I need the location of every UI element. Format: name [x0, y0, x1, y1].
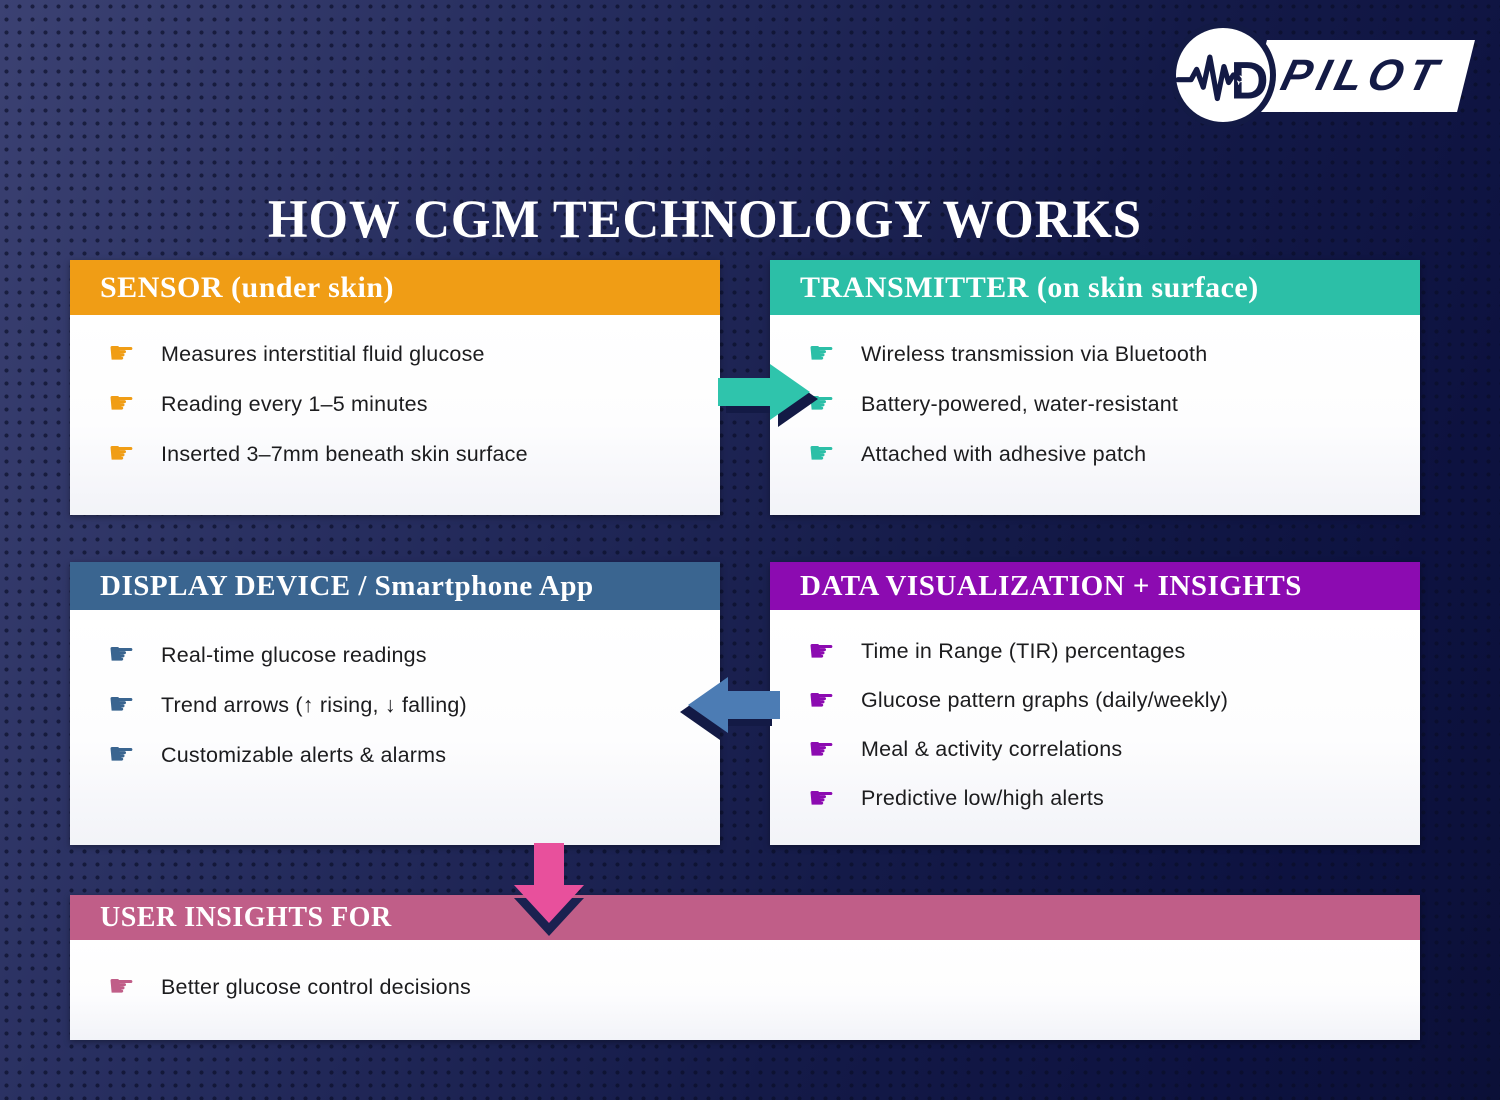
pointing-hand-icon: ☛	[108, 737, 135, 772]
card-sensor-header: SENSOR (under skin)	[70, 260, 720, 315]
list-item-label: Trend arrows (↑ rising, ↓ falling)	[161, 692, 467, 717]
card-user-insights-body: ☛ Better glucose control decisions	[70, 940, 1420, 1040]
flow-arrow-right-icon	[718, 364, 818, 427]
logo-pilot-text: PILOT	[1276, 51, 1449, 100]
pointing-hand-icon: ☛	[808, 633, 835, 669]
list-item-label: Measures interstitial fluid glucose	[161, 341, 485, 366]
list-item: ☛ Customizable alerts & alarms	[70, 730, 720, 780]
pointing-hand-icon: ☛	[808, 436, 835, 471]
pointing-hand-icon: ☛	[108, 386, 135, 421]
card-transmitter-title: TRANSMITTER (on skin surface)	[800, 270, 1259, 304]
card-data-visualization-header: DATA VISUALIZATION + INSIGHTS	[770, 562, 1420, 610]
list-item: ☛ Reading every 1–5 minutes	[70, 379, 720, 429]
list-item-label: Better glucose control decisions	[161, 974, 471, 999]
list-item-label: Predictive low/high alerts	[861, 786, 1105, 810]
list-item-label: Wireless transmission via Bluetooth	[861, 341, 1208, 366]
card-user-insights-title: USER INSIGHTS FOR	[100, 901, 392, 933]
list-item: ☛ Battery-powered, water-resistant	[770, 379, 1420, 429]
list-item: ☛ Attached with adhesive patch	[770, 429, 1420, 479]
card-data-visualization-title: DATA VISUALIZATION + INSIGHTS	[800, 569, 1302, 602]
card-user-insights: USER INSIGHTS FOR ☛ Better glucose contr…	[70, 895, 1420, 1040]
card-data-visualization-body: ☛ Time in Range (TIR) percentages ☛ Gluc…	[770, 610, 1420, 845]
md-pilot-logo: PILOT D ✈	[1176, 28, 1475, 124]
list-item: ☛ Wireless transmission via Bluetooth	[770, 329, 1420, 379]
list-item-label: Meal & activity correlations	[861, 737, 1123, 761]
list-item-label: Glucose pattern graphs (daily/weekly)	[861, 688, 1229, 712]
card-sensor-body: ☛ Measures interstitial fluid glucose ☛ …	[70, 315, 720, 515]
list-item-label: Real-time glucose readings	[161, 642, 427, 667]
list-item-label: Reading every 1–5 minutes	[161, 391, 428, 416]
pointing-hand-icon: ☛	[108, 969, 135, 1004]
page-title: HOW CGM TECHNOLOGY WORKS	[268, 189, 1142, 250]
card-sensor: SENSOR (under skin) ☛ Measures interstit…	[70, 260, 720, 515]
list-item: ☛ Better glucose control decisions	[70, 962, 1420, 1012]
list-item-label: Customizable alerts & alarms	[161, 742, 447, 767]
pointing-hand-icon: ☛	[108, 687, 135, 722]
card-sensor-title: SENSOR (under skin)	[100, 270, 395, 304]
card-display-device-title: DISPLAY DEVICE / Smartphone App	[100, 569, 594, 602]
list-item: ☛ Inserted 3–7mm beneath skin surface	[70, 429, 720, 479]
pointing-hand-icon: ☛	[108, 637, 135, 672]
pointing-hand-icon: ☛	[808, 731, 835, 767]
logo-d-letter: D	[1231, 52, 1269, 111]
list-item-label: Time in Range (TIR) percentages	[861, 639, 1186, 663]
list-item-label: Battery-powered, water-resistant	[861, 391, 1179, 416]
card-display-device: DISPLAY DEVICE / Smartphone App ☛ Real-t…	[70, 562, 720, 845]
card-user-insights-header: USER INSIGHTS FOR	[70, 895, 1420, 940]
card-display-device-body: ☛ Real-time glucose readings ☛ Trend arr…	[70, 610, 720, 845]
md-heartbeat-icon: D ✈	[1176, 52, 1269, 111]
pointing-hand-icon: ☛	[808, 780, 835, 816]
card-transmitter-body: ☛ Wireless transmission via Bluetooth ☛ …	[770, 315, 1420, 515]
pointing-hand-icon: ☛	[108, 436, 135, 471]
list-item-label: Inserted 3–7mm beneath skin surface	[161, 441, 528, 466]
list-item: ☛ Meal & activity correlations	[770, 725, 1420, 774]
card-display-device-header: DISPLAY DEVICE / Smartphone App	[70, 562, 720, 610]
flow-arrow-down-icon	[514, 843, 584, 936]
logo-pilot-plate: PILOT	[1249, 40, 1475, 112]
pointing-hand-icon: ☛	[808, 386, 835, 421]
pointing-hand-icon: ☛	[808, 682, 835, 718]
pointing-hand-icon: ☛	[808, 336, 835, 371]
list-item-label: Attached with adhesive patch	[861, 441, 1147, 466]
pointing-hand-icon: ☛	[108, 336, 135, 371]
flow-arrow-left-icon	[680, 677, 780, 740]
plane-icon: ✈	[1234, 69, 1255, 94]
list-item: ☛ Time in Range (TIR) percentages	[770, 627, 1420, 676]
card-transmitter: TRANSMITTER (on skin surface) ☛ Wireless…	[770, 260, 1420, 515]
card-data-visualization: DATA VISUALIZATION + INSIGHTS ☛ Time in …	[770, 562, 1420, 845]
list-item: ☛ Measures interstitial fluid glucose	[70, 329, 720, 379]
list-item: ☛ Glucose pattern graphs (daily/weekly)	[770, 676, 1420, 725]
list-item: ☛ Real-time glucose readings	[70, 630, 720, 680]
logo-md-circle: D ✈	[1176, 28, 1270, 122]
card-transmitter-header: TRANSMITTER (on skin surface)	[770, 260, 1420, 315]
list-item: ☛ Trend arrows (↑ rising, ↓ falling)	[70, 680, 720, 730]
list-item: ☛ Predictive low/high alerts	[770, 774, 1420, 823]
